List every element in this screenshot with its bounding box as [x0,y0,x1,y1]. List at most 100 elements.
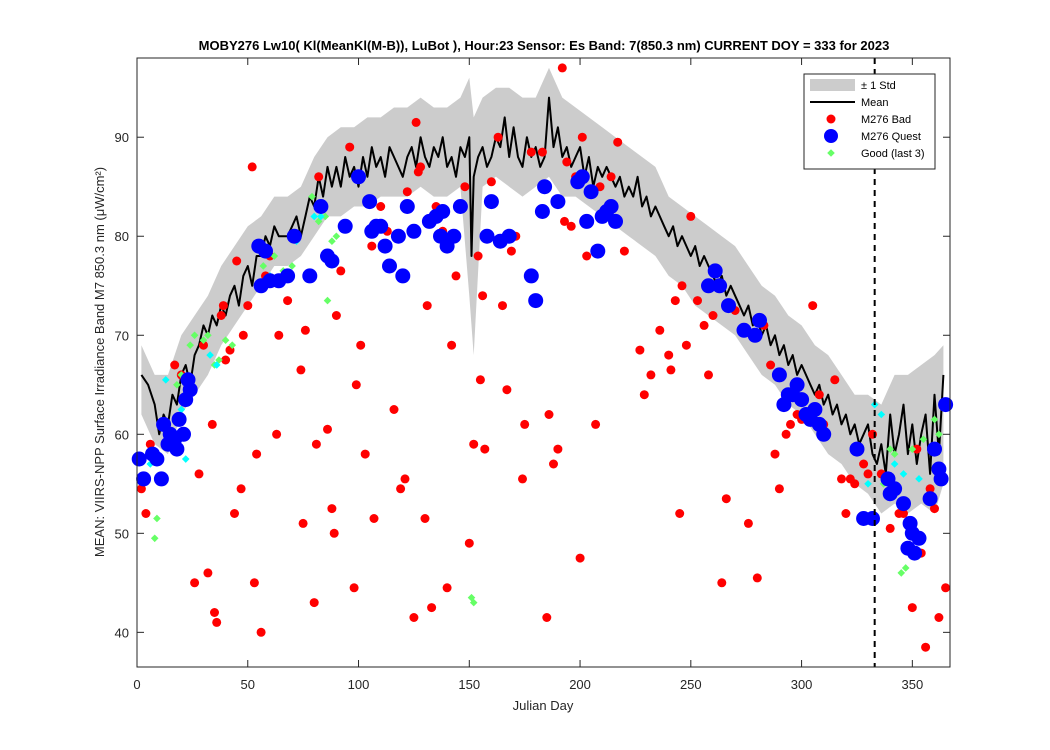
y-tick-label: 80 [115,229,129,244]
cyan-point [310,212,319,221]
quest-point [406,223,422,239]
y-tick-label: 60 [115,427,129,442]
bad-point [863,469,873,479]
quest-point [523,268,539,284]
bad-point [677,281,687,291]
good-point [228,341,237,349]
y-tick-label: 90 [115,130,129,145]
bad-point [912,444,922,454]
bad-point [194,469,204,479]
x-axis: 0 50 100 150 200 250 300 350 [133,58,923,692]
bad-point [473,251,483,261]
quest-point [131,451,147,467]
bad-point [420,514,430,523]
cyan-point [161,376,170,384]
quest-point [896,496,911,512]
quest-point [579,213,595,229]
x-tick-label: 100 [348,677,370,692]
quest-point [483,194,499,210]
quest-point [816,426,832,442]
bad-point [907,603,917,613]
bad-point [537,147,547,157]
quest-point [280,268,296,284]
quest-point [574,169,590,185]
good-point [221,336,230,345]
quest-point [933,471,949,487]
bad-point [300,325,310,335]
bad-point [327,504,337,514]
good-point [332,232,341,241]
quest-point [382,258,397,274]
good-point [930,415,939,424]
bad-point [298,518,308,528]
bad-point [670,296,680,306]
cyan-point [890,460,899,468]
bad-point [243,301,253,311]
cyan-point [915,475,923,483]
good-point [153,514,161,523]
bad-point [464,538,474,548]
bad-point [686,211,696,221]
bad-point [699,320,709,330]
bad-point [210,608,219,617]
bad-point [221,355,231,365]
bad-point [885,523,895,533]
quest-point [794,392,810,408]
good-point [469,598,478,607]
bad-point [606,172,616,182]
bad-point [486,177,496,187]
chart-title: MOBY276 Lw10( Kl(MeanKl(M-B)), LuBot ), … [199,38,890,53]
quest-point [136,471,152,487]
bad-point [274,330,284,340]
quest-point [153,471,169,487]
bad-point [190,578,200,588]
quest-point [169,441,185,457]
y-tick-label: 70 [115,328,129,343]
x-axis-title: Julian Day [513,698,574,713]
bad-point [562,157,572,167]
quest-point [922,491,938,507]
good-point [204,331,212,340]
bad-point [475,375,485,385]
bad-point [655,325,665,335]
good-point [190,331,199,340]
bad-point [675,509,685,518]
bad-point [743,518,753,528]
bad-point [693,296,702,306]
good-point [173,380,181,389]
quest-point [938,397,954,413]
quest-point [747,327,763,343]
good-point [886,445,894,453]
quest-point [927,441,942,457]
quest-point [176,426,191,442]
bad-point [766,360,776,370]
bad-point [577,132,587,142]
bad-point [323,424,332,434]
bad-point [635,345,645,355]
x-tick-label: 50 [241,677,255,692]
good-point [150,534,159,543]
bad-point [416,162,426,172]
quest-point [337,218,353,234]
cyan-point [877,410,886,419]
bad-point [770,449,780,459]
good-point [270,252,279,260]
bad-point [145,439,155,449]
bad-point [591,419,601,429]
bad-point [311,439,321,449]
quest-point [807,402,823,417]
cyan-point [899,470,908,478]
good-point [314,217,323,226]
bad-point [469,439,479,449]
bad-point [460,182,470,192]
bad-point [752,573,762,583]
bad-point [236,484,246,494]
x-tick-label: 200 [569,677,591,692]
bad-point [141,509,151,518]
bad-point [493,132,503,142]
legend-std-swatch [810,79,855,91]
bad-point [212,617,222,627]
bad-point [447,340,457,350]
quest-point [911,530,927,546]
bad-point [526,147,536,157]
